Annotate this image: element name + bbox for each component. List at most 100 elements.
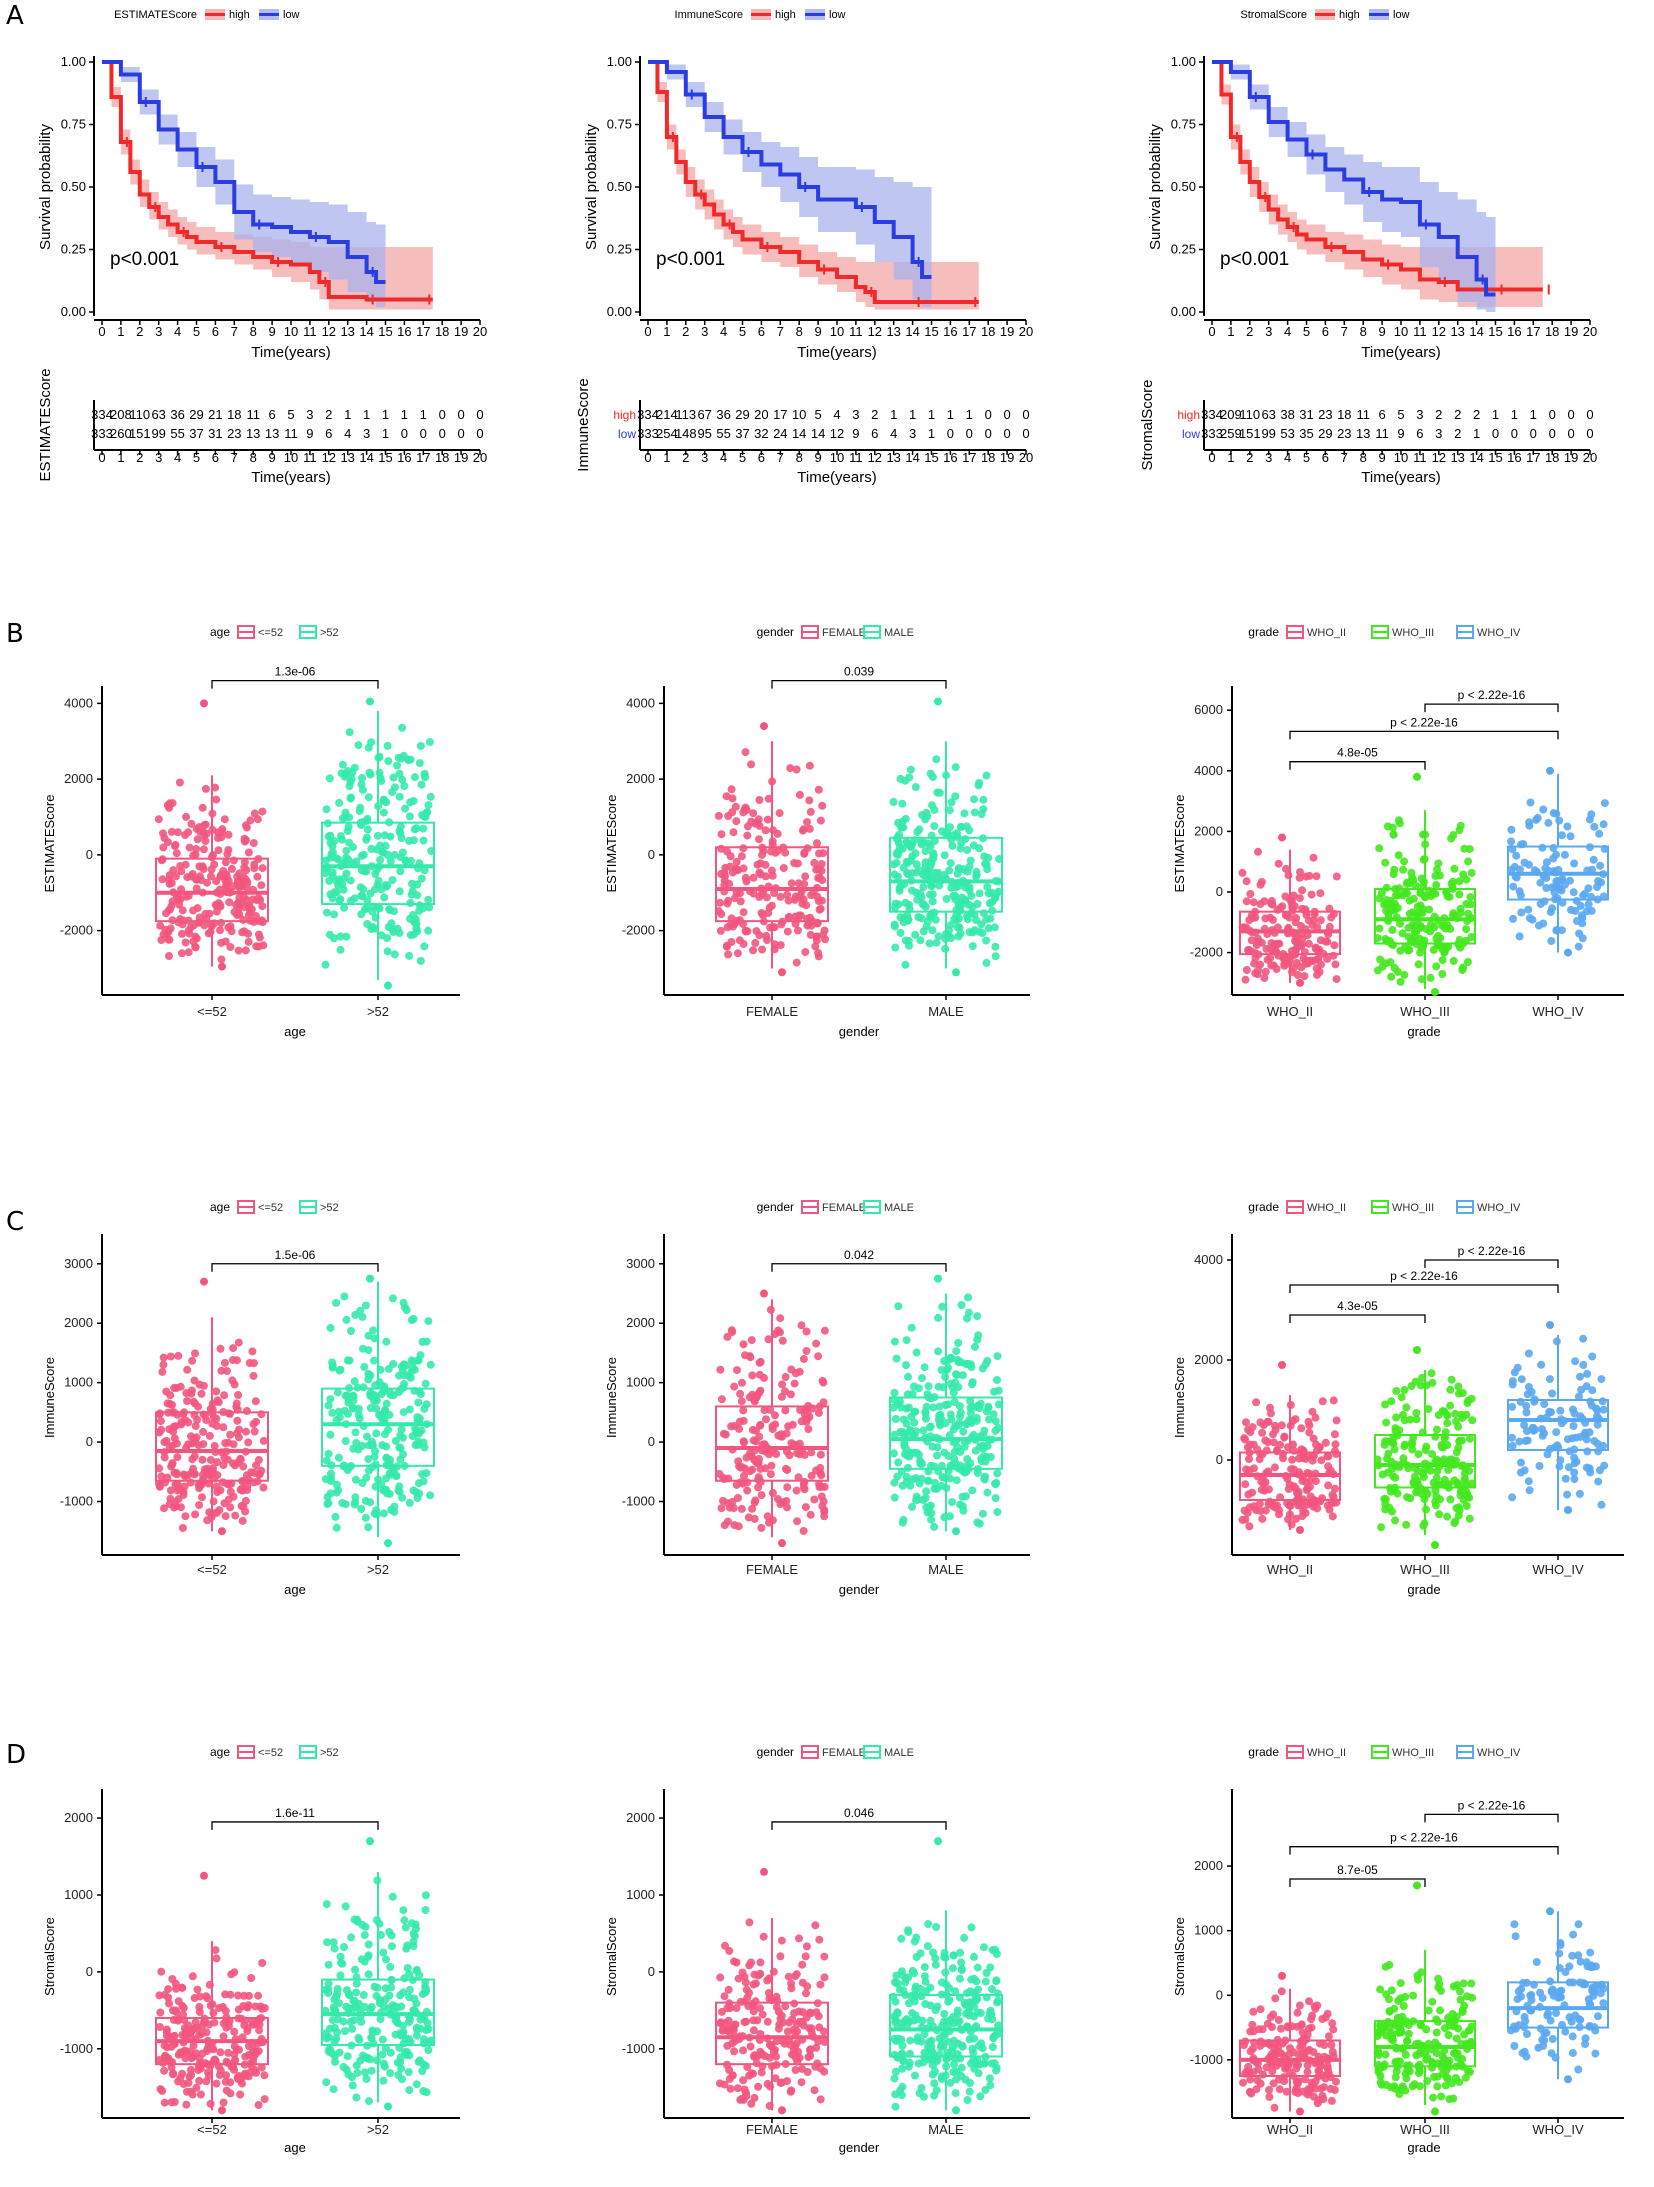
- box-point: [222, 2071, 231, 2080]
- box-legend-label: <=52: [258, 1747, 283, 1759]
- box-point: [952, 916, 961, 925]
- km-x-tick-label: 9: [1378, 324, 1385, 339]
- box-point: [1400, 857, 1409, 866]
- box-point: [1332, 2077, 1340, 2086]
- box-point: [369, 1326, 378, 1335]
- box-point-extreme-high: [760, 1867, 768, 1876]
- box-point: [227, 864, 236, 873]
- box-x-tick-label: WHO_IV: [1532, 1562, 1584, 1577]
- box-point: [953, 1370, 961, 1379]
- km-x-tick-label: 9: [814, 324, 821, 339]
- box-point: [933, 788, 942, 797]
- box-point: [354, 1445, 363, 1454]
- box-point: [1565, 1447, 1574, 1456]
- box-x-tick-label: MALE: [928, 1562, 964, 1577]
- km-risk-count: 63: [151, 407, 165, 422]
- km-risk-count: 1: [890, 407, 897, 422]
- box-point: [171, 2006, 180, 2015]
- box-point: [1554, 1443, 1563, 1452]
- box-point: [1509, 914, 1517, 923]
- significance-bracket: [771, 1821, 947, 1830]
- box-point: [991, 1494, 1000, 1503]
- box-point: [940, 2010, 949, 2018]
- box-point: [989, 2033, 998, 2041]
- km-risk-x-axis-title: Time(years): [1361, 469, 1440, 486]
- km-risk-count: 9: [306, 426, 313, 441]
- box-point: [1420, 892, 1429, 901]
- box-point: [1546, 1444, 1554, 1453]
- box-point: [177, 1983, 186, 1992]
- box-point: [981, 1360, 990, 1369]
- km-risk-x-axis-title: Time(years): [797, 469, 876, 486]
- box-point: [1387, 972, 1396, 981]
- box-point: [1300, 948, 1309, 957]
- box-point: [981, 2086, 990, 2094]
- box-point: [759, 917, 768, 926]
- box-point: [1413, 902, 1422, 911]
- box-point: [905, 905, 914, 914]
- box-point: [331, 2057, 339, 2066]
- box-point: [923, 1390, 932, 1399]
- box-point: [1316, 889, 1325, 898]
- box-point: [1251, 954, 1260, 962]
- box-point: [1420, 1495, 1429, 1504]
- box-point: [1595, 829, 1604, 838]
- box-point: [974, 1985, 983, 1994]
- box-point: [1508, 1380, 1517, 1389]
- box-point: [904, 1372, 912, 1381]
- box-point: [337, 1958, 346, 1967]
- box-x-tick-label: >52: [367, 2122, 389, 2137]
- box-point: [918, 1374, 926, 1383]
- box-point: [991, 952, 1000, 961]
- box-point: [424, 801, 433, 810]
- box-point: [764, 1335, 773, 1344]
- box-point: [1256, 1418, 1265, 1427]
- box-point: [761, 860, 770, 869]
- box-point: [729, 828, 738, 837]
- box-point: [1434, 1411, 1443, 1420]
- box-point: [972, 916, 980, 924]
- box-point: [386, 2048, 395, 2057]
- km-x-tick-label: 7: [777, 324, 784, 339]
- box-point: [165, 952, 173, 960]
- box-point: [408, 1976, 417, 1984]
- box-point: [778, 1380, 787, 1389]
- box-point: [1305, 1428, 1314, 1437]
- km-pvalue: p<0.001: [110, 249, 179, 270]
- box-point: [1582, 1382, 1591, 1391]
- box-point: [900, 915, 909, 923]
- box-point: [730, 1422, 739, 1430]
- box-point: [916, 936, 925, 945]
- km-risk-count: 0: [1003, 426, 1010, 441]
- km-risk-count: 4: [344, 426, 351, 441]
- km-x-tick-label: 7: [1341, 324, 1348, 339]
- box-point: [1432, 962, 1441, 971]
- box-point: [1325, 904, 1334, 913]
- box-point: [1446, 924, 1455, 933]
- box-point: [730, 1382, 739, 1391]
- box-point: [934, 1347, 943, 1356]
- box-point: [1375, 894, 1384, 903]
- box-point: [903, 1451, 912, 1460]
- box-point: [169, 2070, 177, 2079]
- box-point: [362, 904, 371, 913]
- box-point: [161, 925, 170, 934]
- km-risk-count: 1: [928, 426, 935, 441]
- km-risk-x-tick-label: 5: [193, 450, 200, 465]
- box-point: [1400, 970, 1409, 979]
- box-point: [1586, 1468, 1595, 1477]
- box-point: [892, 1354, 901, 1363]
- box-point: [352, 1439, 361, 1447]
- km-x-tick-label: 18: [1545, 324, 1559, 339]
- box-point: [1583, 1447, 1592, 1456]
- box-point: [383, 881, 392, 890]
- box-point: [417, 874, 426, 883]
- box-point: [732, 1480, 741, 1489]
- box-point-extreme-high: [200, 699, 208, 708]
- box-point: [257, 2014, 266, 2023]
- box-point-extreme-low: [778, 968, 786, 977]
- box-point-extreme-low: [952, 2106, 960, 2115]
- box-y-tick-label: -1000: [1190, 2052, 1223, 2067]
- box-point: [1267, 897, 1276, 905]
- box-point: [816, 816, 825, 825]
